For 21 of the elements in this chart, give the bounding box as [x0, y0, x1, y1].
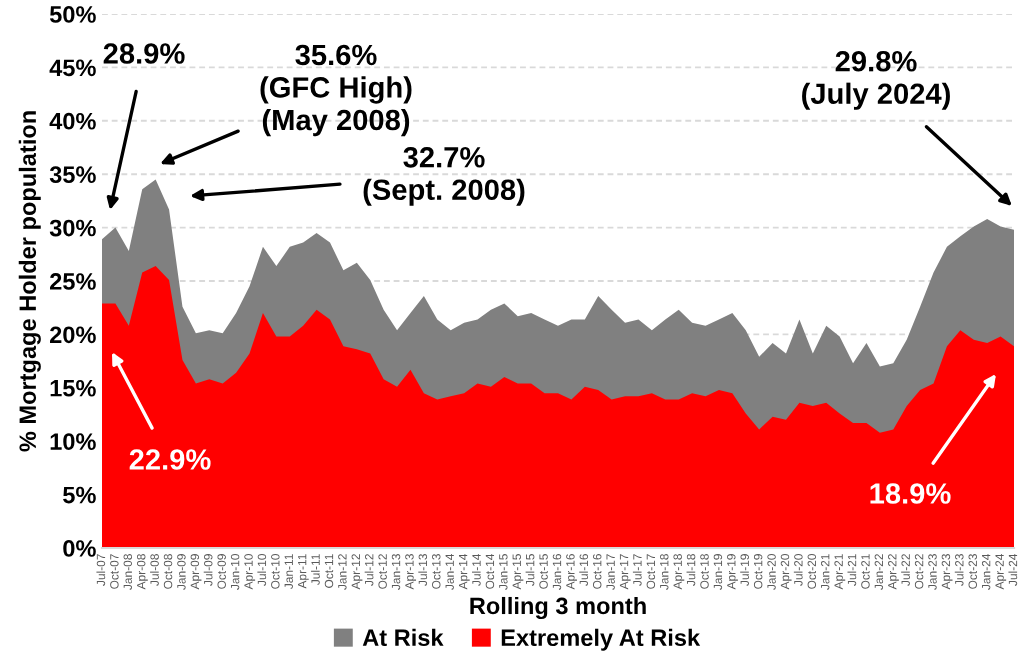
annotation: 18.9%	[870, 483, 951, 504]
y-tick-label: 5%	[63, 486, 96, 504]
annotation: 28.9%	[103, 43, 185, 64]
y-tick-label: 30%	[49, 219, 96, 237]
y-tick-label: 45%	[49, 59, 96, 77]
annotation: 22.9%	[129, 449, 211, 470]
y-tick-label: 0%	[63, 540, 96, 557]
y-tick-label: 25%	[50, 273, 96, 290]
legend-label: At Risk	[362, 628, 444, 647]
annotation: 32.7% (Sept. 2008)	[363, 146, 525, 206]
y-tick-label: 15%	[50, 379, 96, 397]
annotation: 29.8% (July 2024)	[802, 50, 950, 110]
y-tick-label: 35%	[49, 166, 96, 184]
y-tick-label: 10%	[50, 433, 96, 450]
y-tick-label: 50%	[49, 6, 96, 23]
y-tick-label: 40%	[49, 112, 96, 130]
x-axis-title: Rolling 3 month	[470, 596, 646, 620]
y-axis-title: % Mortgage Holder population	[18, 111, 41, 452]
legend-label: Extremely At Risk	[501, 628, 701, 651]
y-tick-label: 20%	[50, 326, 96, 344]
annotation: 35.6% (GFC High) (May 2008)	[260, 44, 412, 137]
